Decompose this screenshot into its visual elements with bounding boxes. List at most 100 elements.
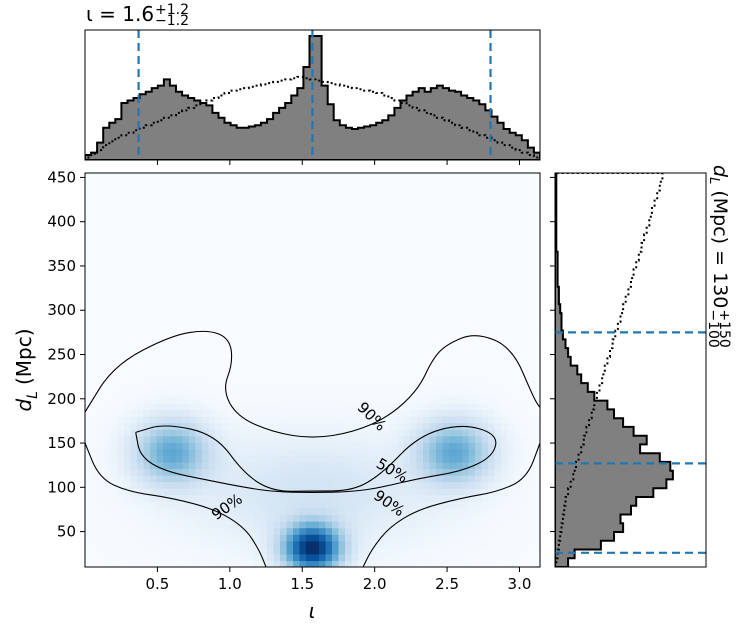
- heatmap-cell: [468, 481, 476, 489]
- heatmap-cell: [325, 317, 333, 325]
- heatmap-cell: [345, 264, 353, 273]
- heatmap-cell: [234, 232, 242, 240]
- heatmap-cell: [358, 534, 366, 542]
- heatmap-cell: [358, 488, 366, 496]
- heatmap-cell: [436, 383, 444, 391]
- heatmap-cell: [254, 501, 262, 509]
- heatmap-cell: [429, 468, 437, 476]
- heatmap-cell: [169, 402, 177, 410]
- heatmap-cell: [273, 383, 281, 391]
- heatmap-cell: [280, 258, 288, 266]
- heatmap-cell: [312, 514, 320, 522]
- heatmap-cell: [416, 409, 424, 417]
- heatmap-cell: [455, 238, 463, 246]
- heatmap-cell: [137, 264, 145, 273]
- heatmap-cell: [293, 179, 301, 187]
- heatmap-cell: [429, 514, 437, 522]
- heatmap-cell: [390, 540, 398, 548]
- heatmap-cell: [384, 547, 392, 555]
- heatmap-cell: [293, 199, 301, 207]
- heatmap-cell: [215, 560, 223, 567]
- heatmap-cell: [494, 370, 502, 378]
- heatmap-cell: [501, 278, 509, 286]
- heatmap-cell: [241, 534, 249, 542]
- heatmap-cell: [241, 409, 249, 417]
- heatmap-cell: [176, 350, 184, 358]
- heatmap-cell: [332, 350, 340, 358]
- heatmap-cell: [163, 192, 171, 200]
- heatmap-cell: [377, 396, 385, 404]
- heatmap-cell: [137, 330, 145, 338]
- heatmap-cell: [85, 481, 93, 489]
- heatmap-cell: [390, 507, 398, 516]
- heatmap-cell: [104, 475, 112, 483]
- heatmap-cell: [345, 291, 353, 299]
- heatmap-cell: [150, 383, 158, 391]
- heatmap-cell: [527, 350, 535, 358]
- heatmap-cell: [319, 415, 327, 424]
- heatmap-cell: [215, 383, 223, 391]
- heatmap-cell: [195, 225, 203, 233]
- heatmap-cell: [306, 218, 314, 227]
- heatmap-cell: [189, 173, 197, 181]
- heatmap-cell: [189, 310, 197, 319]
- heatmap-cell: [273, 199, 281, 207]
- heatmap-cell: [312, 297, 320, 305]
- heatmap-cell: [332, 475, 340, 483]
- heatmap-cell: [514, 218, 522, 227]
- heatmap-cell: [234, 475, 242, 483]
- heatmap-cell: [358, 514, 366, 522]
- heatmap-cell: [345, 422, 353, 430]
- heatmap-cell: [267, 297, 275, 305]
- heatmap-cell: [234, 173, 242, 181]
- heatmap-cell: [195, 363, 203, 371]
- heatmap-cell: [429, 475, 437, 483]
- heatmap-cell: [241, 455, 249, 463]
- heatmap-cell: [371, 251, 379, 259]
- prior-histogram: [555, 173, 664, 567]
- heatmap-cell: [423, 383, 431, 391]
- heatmap-cell: [280, 429, 288, 437]
- heatmap-cell: [494, 330, 502, 338]
- heatmap-cell: [286, 304, 294, 312]
- heatmap-cell: [332, 415, 340, 424]
- heatmap-cell: [338, 521, 346, 529]
- heatmap-cell: [163, 461, 171, 470]
- heatmap-cell: [137, 521, 145, 529]
- heatmap-cell: [176, 448, 184, 456]
- heatmap-cell: [215, 402, 223, 410]
- heatmap-cell: [468, 356, 476, 365]
- heatmap-cell: [429, 376, 437, 384]
- heatmap-cell: [514, 514, 522, 522]
- heatmap-cell: [182, 455, 190, 463]
- heatmap-cell: [117, 179, 125, 187]
- heatmap-cell: [397, 278, 405, 286]
- heatmap-cell: [364, 297, 372, 305]
- heatmap-cell: [364, 304, 372, 312]
- heatmap-cell: [462, 448, 470, 456]
- heatmap-cell: [111, 501, 119, 509]
- heatmap-cell: [124, 278, 132, 286]
- heatmap-cell: [202, 547, 210, 555]
- heatmap-cell: [358, 291, 366, 299]
- contour-90pct: [362, 442, 540, 567]
- heatmap-cell: [286, 534, 294, 542]
- heatmap-cell: [143, 284, 151, 292]
- heatmap-cell: [293, 225, 301, 233]
- heatmap-cell: [501, 264, 509, 273]
- heatmap-cell: [306, 225, 314, 233]
- heatmap-cell: [195, 402, 203, 410]
- heatmap-cell: [260, 560, 268, 567]
- heatmap-cell: [299, 350, 307, 358]
- heatmap-cell: [234, 291, 242, 299]
- heatmap-cell: [189, 370, 197, 378]
- heatmap-cell: [377, 205, 385, 213]
- heatmap-cell: [332, 547, 340, 555]
- heatmap-cell: [163, 488, 171, 496]
- heatmap-cell: [449, 488, 457, 496]
- heatmap-cell: [234, 225, 242, 233]
- heatmap-cell: [254, 284, 262, 292]
- heatmap-cell: [241, 310, 249, 319]
- heatmap-cell: [436, 560, 444, 567]
- heatmap-cell: [403, 199, 411, 207]
